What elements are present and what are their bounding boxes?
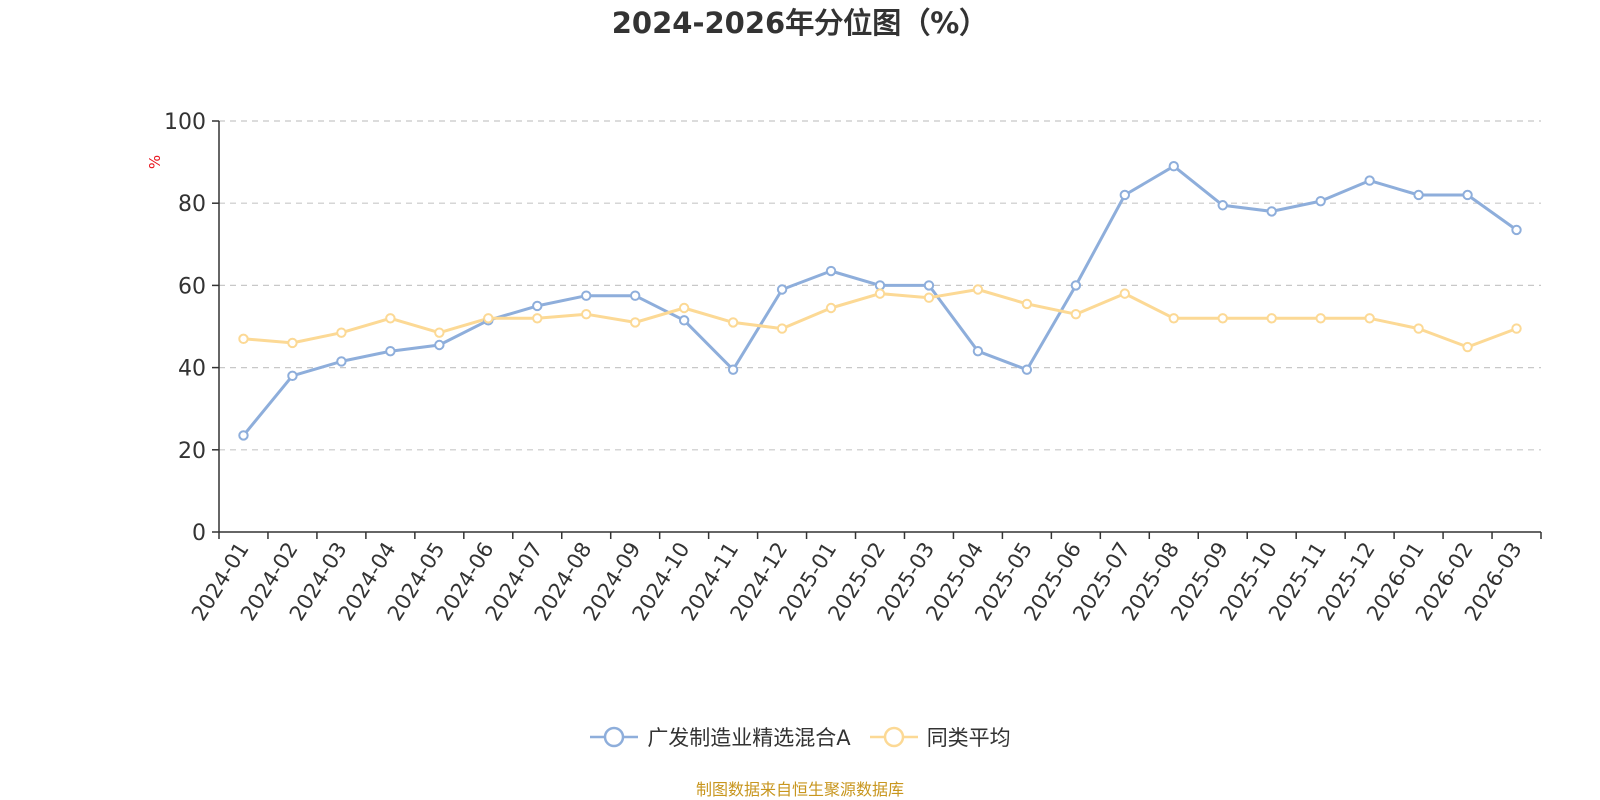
data-point: [923, 280, 935, 291]
data-point: [1511, 224, 1522, 236]
data-point: [532, 313, 543, 324]
data-point: [629, 317, 641, 328]
legend-label: 同类平均: [926, 726, 1011, 750]
data-point: [483, 313, 494, 324]
data-point: [776, 284, 788, 295]
data-point: [385, 345, 396, 357]
legend-swatch: [869, 726, 918, 748]
y-tick-label: 0: [192, 521, 206, 546]
data-point: [972, 284, 984, 295]
legend-swatch-marker: [604, 726, 625, 748]
data-point: [1070, 308, 1082, 320]
data-point: [1168, 313, 1179, 324]
y-tick-label: 20: [178, 439, 206, 464]
legend-swatch-marker: [883, 726, 904, 748]
data-point: [1021, 298, 1033, 310]
data-point: [1168, 161, 1179, 172]
data-point: [678, 315, 690, 326]
chart-title: 2024-2026年分位图（%）: [611, 6, 989, 40]
legend: 广发制造业精选混合A 同类平均: [0, 722, 1600, 752]
data-point: [629, 290, 641, 301]
data-point: [1413, 323, 1424, 334]
data-point: [1070, 280, 1082, 291]
data-point: [727, 364, 739, 375]
data-point: [825, 265, 837, 277]
data-point: [874, 280, 886, 291]
data-point: [434, 327, 445, 338]
data-point: [678, 302, 690, 314]
legend-item[interactable]: 广发制造业精选混合A: [589, 722, 851, 752]
data-point: [336, 356, 347, 367]
legend-label: 广发制造业精选混合A: [647, 726, 851, 750]
data-point: [287, 337, 298, 349]
legend-swatch: [590, 726, 639, 748]
y-tick-label: 100: [164, 110, 206, 135]
data-point: [1315, 195, 1326, 207]
data-point: [1364, 313, 1375, 324]
data-point: [1119, 189, 1131, 201]
data-point: [1217, 313, 1228, 324]
data-point: [1511, 323, 1522, 334]
data-point: [923, 292, 935, 303]
data-point: [727, 317, 739, 328]
data-point: [825, 302, 837, 314]
data-point: [1266, 313, 1277, 324]
legend-item[interactable]: 同类平均: [869, 722, 1011, 752]
data-point: [1413, 189, 1424, 201]
y-tick-label: 40: [178, 357, 206, 382]
data-point: [972, 345, 984, 357]
data-point: [1462, 189, 1473, 201]
data-point: [238, 430, 249, 441]
series-lines: [238, 161, 1522, 441]
data-point: [434, 339, 445, 351]
data-point: [874, 288, 886, 299]
y-tick-label: 60: [178, 274, 206, 299]
data-point: [1266, 206, 1277, 217]
data-point: [1315, 313, 1326, 324]
data-point: [1217, 200, 1228, 211]
data-point: [1364, 175, 1375, 186]
data-point: [581, 308, 592, 320]
data-point: [532, 300, 543, 312]
y-axis-unit-label: %: [146, 155, 164, 169]
data-point: [287, 370, 298, 382]
data-point: [581, 290, 592, 301]
data-point: [1462, 341, 1473, 353]
y-tick-label: 80: [178, 192, 206, 217]
data-point: [336, 327, 347, 338]
data-point: [385, 313, 396, 324]
data-point: [1119, 288, 1131, 299]
data-point: [238, 333, 249, 345]
data-point: [776, 323, 788, 334]
source-note: 制图数据来自恒生聚源数据库: [695, 780, 904, 799]
data-point: [1021, 364, 1033, 375]
series-line: [242, 164, 1518, 437]
